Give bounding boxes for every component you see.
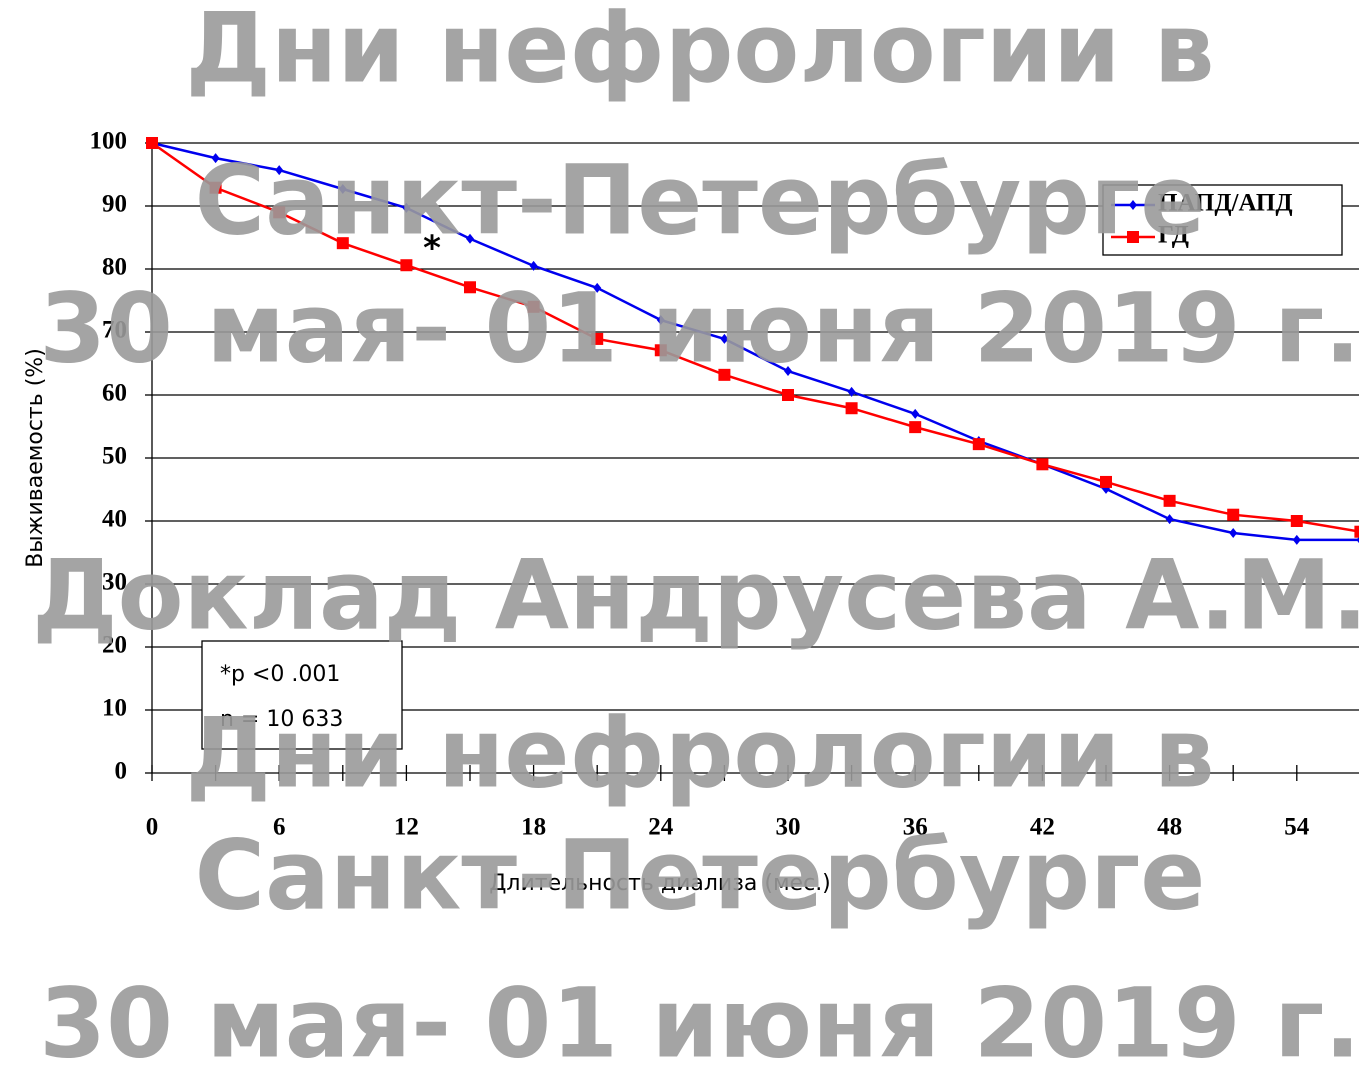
watermark: Санкт-Петербурге bbox=[195, 144, 1206, 256]
marker bbox=[654, 344, 667, 357]
marker bbox=[1163, 494, 1176, 507]
marker bbox=[1100, 475, 1112, 488]
marker bbox=[972, 438, 985, 451]
watermark: Санкт-Петербурге bbox=[195, 819, 1206, 931]
marker bbox=[1165, 514, 1174, 525]
watermark: Дни нефрологии в bbox=[186, 697, 1215, 809]
legend-box bbox=[1102, 184, 1343, 256]
watermark: 30 мая- 01 июня 2019 г. bbox=[39, 967, 1359, 1079]
series-line bbox=[151, 141, 1359, 542]
legend-marker bbox=[1127, 231, 1139, 243]
x-tick-label: 42 bbox=[1030, 814, 1055, 841]
marker bbox=[656, 315, 665, 326]
marker bbox=[591, 332, 604, 345]
y-tick-label: 50 bbox=[102, 443, 127, 470]
marker bbox=[275, 165, 284, 176]
x-tick-label: 12 bbox=[394, 814, 419, 841]
series-line bbox=[151, 141, 1359, 533]
marker bbox=[273, 206, 286, 219]
y-tick-label: 0 bbox=[115, 758, 128, 785]
marker bbox=[784, 366, 792, 377]
marker bbox=[1227, 508, 1240, 521]
x-tick-label: 36 bbox=[903, 814, 928, 841]
marker bbox=[336, 237, 349, 250]
y-tick-label: 30 bbox=[102, 569, 127, 596]
marker bbox=[529, 260, 538, 271]
marker bbox=[845, 402, 858, 415]
marker bbox=[911, 408, 920, 419]
y-tick-label: 90 bbox=[102, 191, 127, 218]
x-tick-label: 18 bbox=[521, 814, 546, 841]
x-tick-label: 30 bbox=[776, 814, 801, 841]
marker bbox=[209, 181, 222, 194]
marker bbox=[1356, 536, 1359, 544]
marker bbox=[782, 389, 794, 401]
annotation: n = 10 633 bbox=[220, 707, 343, 732]
annotation: * bbox=[423, 229, 441, 269]
marker bbox=[1354, 525, 1359, 538]
stats-box bbox=[201, 640, 403, 750]
x-tick-label: 6 bbox=[273, 814, 286, 841]
legend-marker bbox=[1129, 200, 1137, 210]
marker bbox=[402, 202, 411, 213]
y-tick-label: 10 bbox=[102, 695, 127, 722]
marker bbox=[720, 333, 729, 344]
x-tick-label: 48 bbox=[1157, 814, 1182, 841]
marker bbox=[464, 281, 476, 294]
x-tick-label: 0 bbox=[146, 814, 159, 841]
legend-label: ПАПД/АПД bbox=[1158, 190, 1293, 217]
marker bbox=[1292, 534, 1301, 545]
marker bbox=[847, 386, 856, 397]
marker bbox=[909, 421, 922, 434]
y-tick-label: 80 bbox=[102, 254, 127, 281]
y-tick-label: 70 bbox=[102, 317, 127, 344]
marker bbox=[527, 300, 540, 313]
x-tick-label: 24 bbox=[648, 814, 674, 841]
legend-label: ГД bbox=[1158, 222, 1189, 249]
y-tick-label: 60 bbox=[102, 380, 127, 407]
watermark: Доклад Андрусева А.М. bbox=[32, 539, 1359, 651]
annotation: *p <0 .001 bbox=[220, 662, 340, 687]
x-axis-label: Длительность диализа (мес.) bbox=[489, 871, 831, 896]
marker bbox=[1229, 527, 1238, 538]
watermark: 30 мая- 01 июня 2019 г. bbox=[39, 272, 1359, 384]
marker bbox=[718, 368, 731, 381]
marker bbox=[1290, 515, 1303, 527]
marker bbox=[593, 282, 602, 293]
marker bbox=[338, 183, 347, 194]
y-tick-label: 20 bbox=[102, 632, 127, 659]
y-tick-label: 40 bbox=[102, 506, 127, 533]
y-axis-label: Выживаемость (%) bbox=[23, 348, 48, 568]
x-tick-label: 54 bbox=[1284, 814, 1310, 841]
y-tick-label: 100 bbox=[90, 128, 128, 155]
marker bbox=[1036, 458, 1049, 471]
watermark: Дни нефрологии в bbox=[186, 0, 1215, 104]
marker bbox=[146, 137, 158, 149]
marker bbox=[400, 259, 413, 272]
marker bbox=[466, 233, 474, 244]
marker bbox=[211, 153, 220, 164]
